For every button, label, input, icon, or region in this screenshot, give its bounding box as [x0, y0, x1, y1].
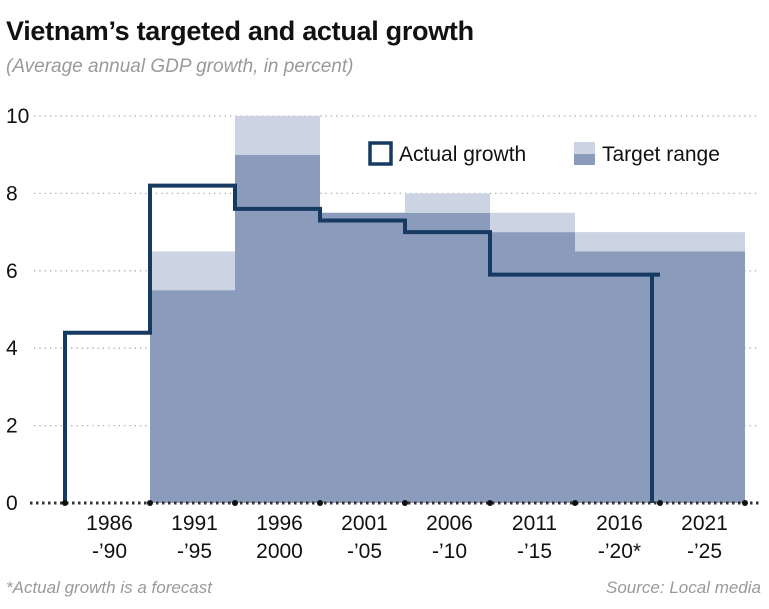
x-tick-label: 2000	[256, 540, 303, 563]
target-range-band	[235, 116, 320, 155]
x-tick-label: 2016	[596, 512, 643, 535]
x-tick-label: 2021	[681, 512, 728, 535]
target-base-bar	[320, 212, 405, 503]
legend-actual-label: Actual growth	[399, 143, 526, 166]
x-tick-label: -’25	[687, 540, 722, 563]
legend: Actual growth Target range	[368, 141, 720, 166]
x-tick-label: -’20*	[598, 540, 641, 563]
target-base-bar	[660, 251, 745, 503]
actual-growth-line	[63, 183, 660, 503]
y-tick-label: 4	[6, 337, 18, 360]
target-base-bar	[235, 154, 320, 503]
x-tick-label: 1996	[256, 512, 303, 535]
x-tick-mark	[317, 500, 323, 506]
legend-target-swatch-high	[574, 142, 595, 154]
target-range-band	[575, 232, 660, 252]
target-range-bars	[150, 116, 745, 503]
footnote: *Actual growth is a forecast	[6, 578, 212, 597]
y-tick-label: 8	[6, 182, 18, 205]
legend-actual-swatch	[368, 141, 393, 166]
x-tick-label: -’15	[517, 540, 552, 563]
x-tick-label: -’90	[92, 540, 127, 563]
x-tick-mark	[232, 500, 238, 506]
x-tick-label: -’95	[177, 540, 212, 563]
x-tick-label: 1991	[171, 512, 218, 535]
target-base-bar	[150, 290, 235, 503]
target-range-band	[150, 251, 235, 291]
y-tick-label: 10	[6, 105, 29, 128]
y-tick-label: 6	[6, 260, 18, 283]
y-tick-label: 2	[6, 415, 18, 438]
target-range-band	[660, 232, 745, 252]
legend-target-swatch-low	[574, 154, 595, 165]
x-tick-mark	[742, 500, 748, 506]
x-tick-mark	[657, 500, 663, 506]
x-tick-label: -’05	[347, 540, 382, 563]
y-tick-label: 0	[6, 492, 18, 515]
x-tick-mark	[402, 500, 408, 506]
x-tick-mark	[147, 500, 153, 506]
target-base-bar	[490, 232, 575, 503]
target-range-band	[405, 193, 490, 213]
target-range-band	[490, 212, 575, 233]
legend-target-label: Target range	[602, 143, 720, 166]
chart-subtitle: (Average annual GDP growth, in percent)	[6, 56, 354, 77]
axes: 0 2 4 6 8 10 1986 -’90 1991 -’95 1996 2000 2001 -’05 2…	[6, 105, 762, 563]
x-tick-mark	[572, 500, 578, 506]
actual-growth-step-line	[63, 183, 660, 503]
target-base-bar	[575, 251, 660, 503]
x-tick-label: -’10	[432, 540, 467, 563]
target-base-bar	[405, 212, 490, 503]
source-note: Source: Local media	[606, 578, 761, 597]
x-tick-mark	[487, 500, 493, 506]
x-tick-label: 2011	[512, 512, 557, 535]
x-tick-label: 1986	[86, 512, 133, 535]
x-tick-label: 2006	[426, 512, 473, 535]
x-tick-label: 2001	[341, 512, 388, 535]
chart-title: Vietnam’s targeted and actual growth	[6, 16, 474, 46]
x-tick-mark	[62, 500, 68, 506]
